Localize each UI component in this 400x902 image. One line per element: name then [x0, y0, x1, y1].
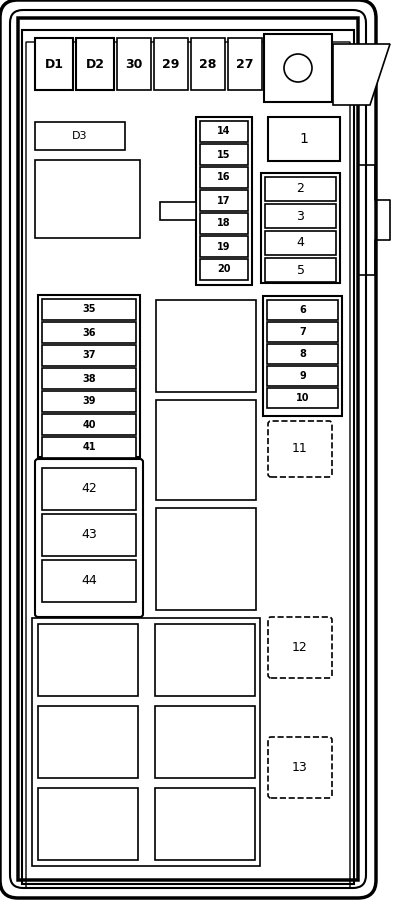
Text: 29: 29	[162, 58, 180, 70]
Bar	[42, 437, 136, 458]
Bar	[42, 299, 136, 320]
Bar	[200, 190, 248, 211]
Bar	[35, 160, 140, 238]
Text: 44: 44	[81, 575, 97, 587]
Bar	[267, 322, 338, 342]
Bar	[156, 400, 256, 500]
Bar	[117, 38, 151, 90]
Text: 11: 11	[292, 443, 308, 456]
Bar	[200, 213, 248, 234]
Bar	[155, 706, 255, 778]
Text: D3: D3	[72, 131, 88, 141]
Bar	[38, 624, 138, 696]
Text: 13: 13	[292, 761, 308, 774]
Bar	[156, 300, 256, 392]
Bar	[35, 122, 125, 150]
Bar	[154, 38, 188, 90]
Bar	[42, 368, 136, 389]
Bar	[265, 204, 336, 228]
Bar	[38, 706, 138, 778]
Text: 14: 14	[217, 126, 231, 136]
Text: 18: 18	[217, 218, 231, 228]
Bar	[264, 34, 332, 102]
Text: 9: 9	[299, 371, 306, 381]
Bar	[267, 366, 338, 386]
Bar	[42, 345, 136, 366]
Text: 38: 38	[82, 373, 96, 383]
Bar	[42, 322, 136, 343]
Polygon shape	[333, 44, 390, 105]
Text: 12: 12	[292, 641, 308, 654]
Text: 27: 27	[236, 58, 254, 70]
Text: 5: 5	[296, 263, 304, 277]
Bar	[155, 624, 255, 696]
Text: 40: 40	[82, 419, 96, 429]
Text: 7: 7	[299, 327, 306, 337]
Bar	[191, 38, 225, 90]
Bar	[32, 618, 260, 866]
Text: 39: 39	[82, 397, 96, 407]
FancyBboxPatch shape	[268, 421, 332, 477]
FancyBboxPatch shape	[268, 737, 332, 798]
FancyBboxPatch shape	[35, 459, 143, 617]
Bar	[42, 391, 136, 412]
Text: 15: 15	[217, 150, 231, 160]
Bar	[76, 38, 114, 90]
Bar	[42, 468, 136, 510]
Text: 17: 17	[217, 196, 231, 206]
Bar	[200, 144, 248, 165]
Bar	[267, 300, 338, 320]
Bar	[265, 258, 336, 282]
Bar	[263, 296, 342, 416]
Text: 42: 42	[81, 483, 97, 495]
Text: 36: 36	[82, 327, 96, 337]
Bar	[267, 344, 338, 364]
Bar	[265, 177, 336, 201]
Text: 43: 43	[81, 529, 97, 541]
Bar	[200, 121, 248, 142]
Circle shape	[284, 54, 312, 82]
Bar	[228, 38, 262, 90]
Bar	[160, 202, 196, 220]
Text: 28: 28	[199, 58, 217, 70]
Bar	[156, 508, 256, 610]
Text: 4: 4	[296, 236, 304, 250]
Text: 35: 35	[82, 305, 96, 315]
Bar	[200, 259, 248, 280]
Text: 8: 8	[299, 349, 306, 359]
Bar	[261, 173, 340, 283]
Bar	[42, 414, 136, 435]
Text: 16: 16	[217, 172, 231, 182]
Text: 3: 3	[296, 209, 304, 223]
Bar	[200, 167, 248, 188]
FancyBboxPatch shape	[268, 617, 332, 678]
Bar	[42, 560, 136, 602]
FancyBboxPatch shape	[0, 0, 376, 898]
Bar	[265, 231, 336, 255]
Text: 37: 37	[82, 351, 96, 361]
Bar	[35, 38, 73, 90]
Bar	[38, 788, 138, 860]
Text: 1: 1	[300, 132, 308, 146]
Text: D2: D2	[86, 58, 104, 70]
Bar	[267, 388, 338, 408]
Text: 6: 6	[299, 305, 306, 315]
Text: 10: 10	[296, 393, 309, 403]
Bar	[38, 295, 140, 457]
Text: 20: 20	[217, 264, 231, 274]
Bar	[42, 514, 136, 556]
Bar	[196, 117, 252, 285]
Bar	[155, 788, 255, 860]
Text: 41: 41	[82, 443, 96, 453]
Bar	[200, 236, 248, 257]
FancyBboxPatch shape	[18, 18, 358, 880]
Text: 19: 19	[217, 242, 231, 252]
Text: 2: 2	[296, 182, 304, 196]
Text: D1: D1	[44, 58, 64, 70]
Text: 30: 30	[125, 58, 143, 70]
Bar	[268, 117, 340, 161]
